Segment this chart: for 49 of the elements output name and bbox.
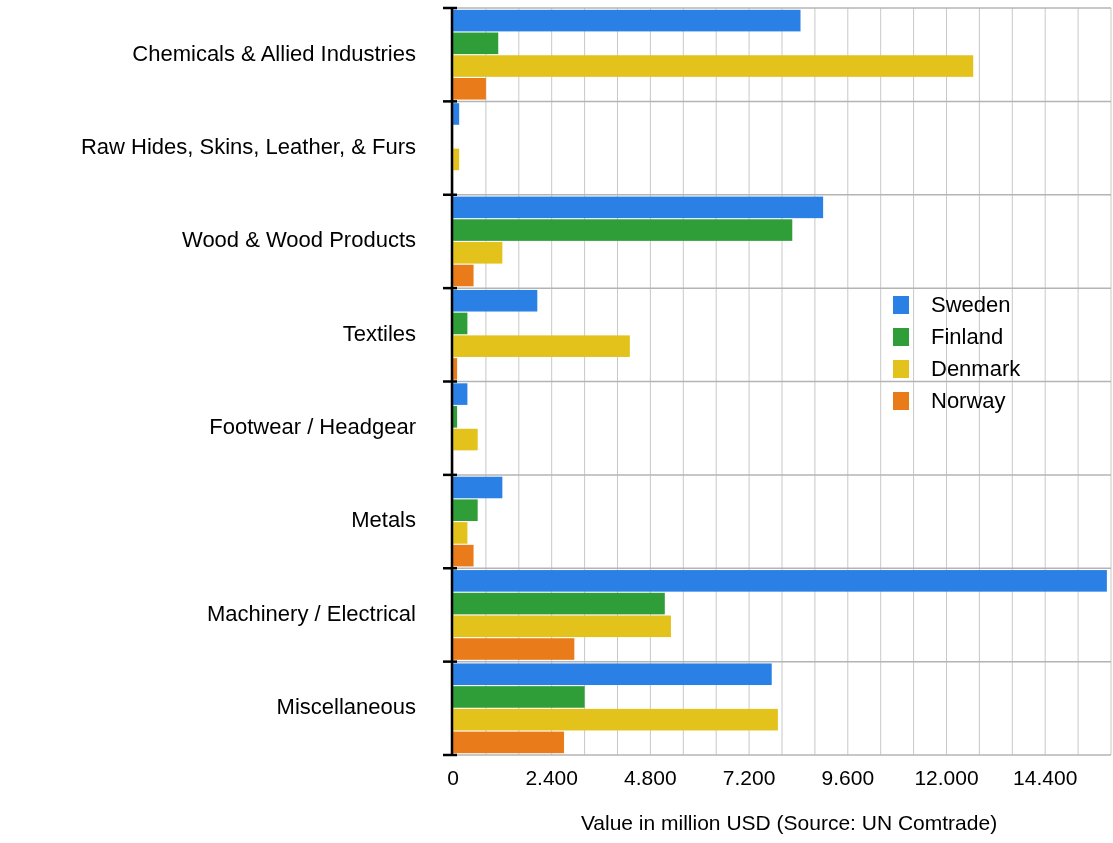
bar	[453, 406, 458, 428]
x-tick-label: 4.800	[624, 766, 677, 789]
legend-label: Sweden	[931, 291, 1011, 317]
bar	[453, 615, 671, 638]
x-axis-title: Value in million USD (Source: UN Comtrade)	[580, 811, 998, 834]
x-tick-label: 12.000	[914, 766, 979, 789]
bar	[453, 103, 460, 125]
bar	[453, 686, 585, 708]
bar	[453, 708, 778, 731]
x-tick-label: 2.400	[525, 766, 578, 789]
legend-label: Finland	[931, 323, 1004, 349]
x-tick-label: 14.400	[1013, 766, 1078, 789]
legend-label: Norway	[931, 387, 1006, 413]
bar	[453, 570, 1107, 592]
x-tick-label: 7.200	[722, 766, 776, 789]
bar	[453, 32, 499, 55]
y-tick-label: Raw Hides, Skins, Leather, & Furs	[80, 133, 416, 159]
x-tick-label: 9.600	[821, 766, 875, 789]
bar	[453, 55, 974, 77]
y-tick-label: Miscellaneous	[276, 694, 416, 720]
y-tick-label: Wood & Wood Products	[182, 227, 416, 253]
bar	[453, 499, 478, 521]
x-tick-label: 0	[447, 766, 459, 789]
bar	[453, 196, 824, 219]
y-tick-label: Metals	[351, 507, 416, 533]
bar	[453, 242, 503, 264]
bar	[453, 544, 474, 567]
bar	[453, 592, 665, 615]
bar	[453, 476, 503, 499]
y-tick-label: Textiles	[342, 320, 416, 346]
bar	[453, 358, 458, 380]
y-tick-label: Footwear / Headgear	[209, 414, 416, 439]
bar	[453, 638, 575, 660]
y-tick-label: Machinery / Electrical	[206, 600, 416, 626]
bar	[453, 264, 474, 287]
bar	[453, 77, 486, 100]
bar	[453, 148, 460, 171]
bar	[453, 522, 468, 544]
bar	[453, 289, 538, 312]
bar	[453, 335, 630, 357]
bar	[453, 428, 478, 451]
bar	[453, 312, 468, 335]
legend-label: Denmark	[931, 355, 1022, 381]
bar	[453, 9, 801, 32]
bar	[453, 219, 793, 241]
bar	[453, 663, 772, 686]
bar	[453, 383, 468, 405]
y-tick-label: Chemicals & Allied Industries	[132, 40, 416, 66]
bar	[453, 731, 565, 754]
